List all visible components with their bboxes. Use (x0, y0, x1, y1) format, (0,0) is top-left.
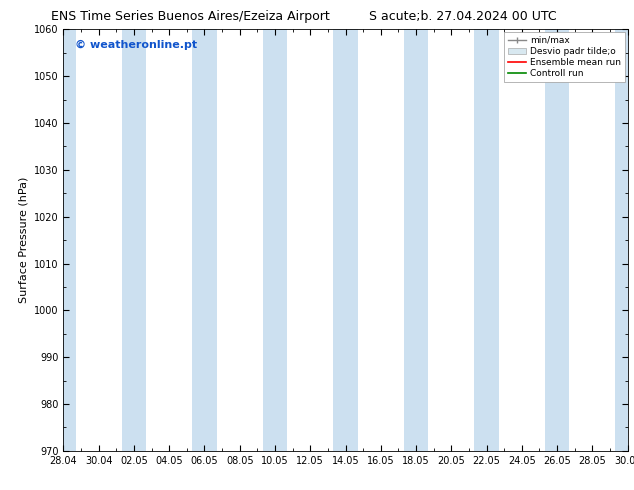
Bar (545, 29, 569, 451)
Text: © weatheronline.pt: © weatheronline.pt (75, 40, 197, 50)
Bar (616, 29, 634, 451)
Legend: min/max, Desvio padr tilde;o, Ensemble mean run, Controll run: min/max, Desvio padr tilde;o, Ensemble m… (504, 32, 625, 82)
Text: S acute;b. 27.04.2024 00 UTC: S acute;b. 27.04.2024 00 UTC (369, 10, 557, 23)
Bar (192, 29, 217, 451)
Text: ENS Time Series Buenos Aires/Ezeiza Airport: ENS Time Series Buenos Aires/Ezeiza Airp… (51, 10, 330, 23)
Bar (122, 29, 146, 451)
Y-axis label: Surface Pressure (hPa): Surface Pressure (hPa) (18, 177, 29, 303)
Bar (51, 29, 75, 451)
Bar (474, 29, 499, 451)
Bar (404, 29, 429, 451)
Bar (333, 29, 358, 451)
Bar (262, 29, 287, 451)
